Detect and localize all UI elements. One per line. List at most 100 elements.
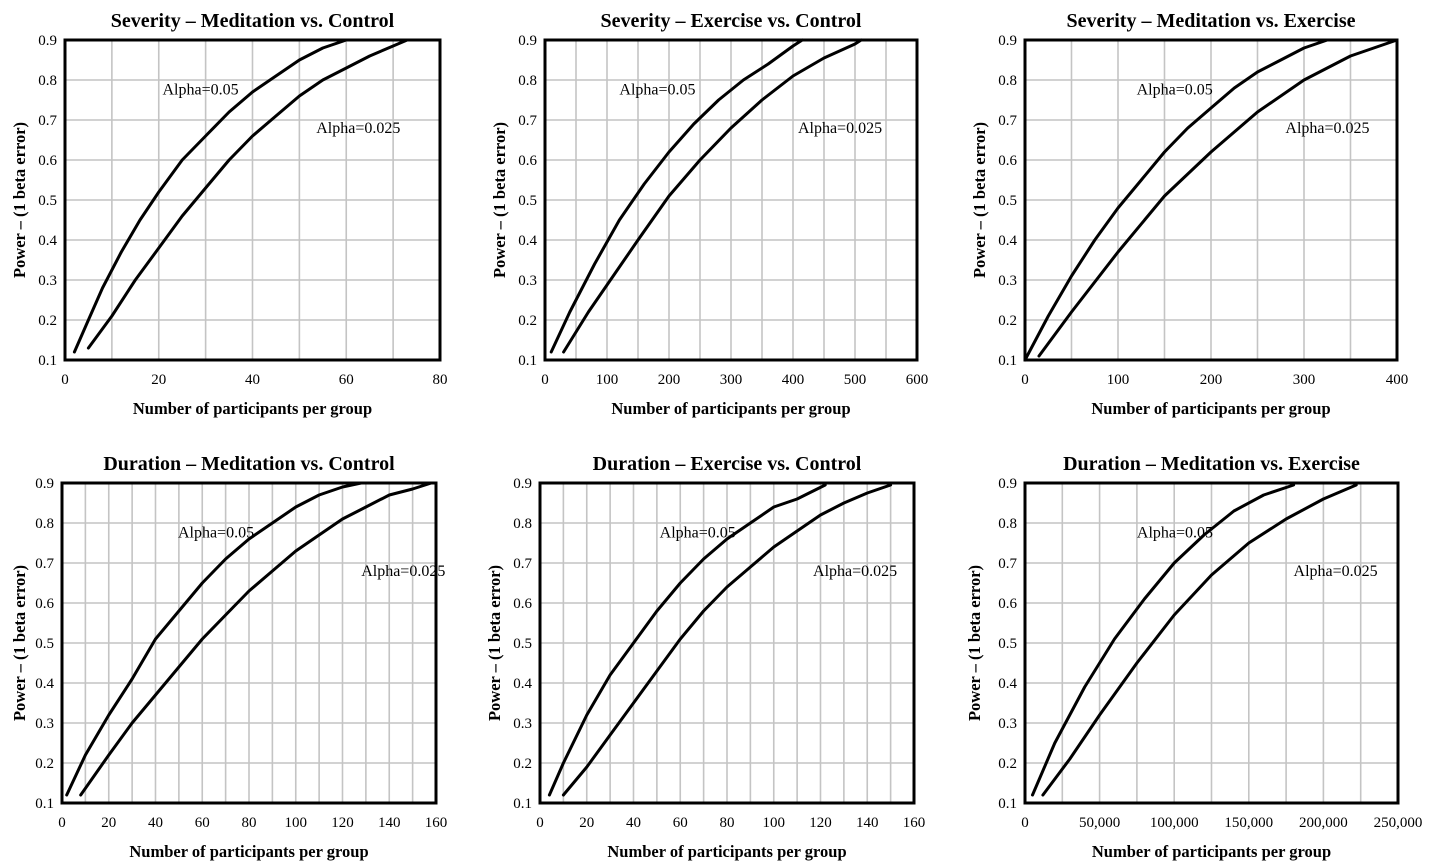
x-tick-label: 400 xyxy=(1386,372,1409,388)
x-axis-title: Number of participants per group xyxy=(133,399,372,418)
x-tick-label: 50,000 xyxy=(1079,815,1120,831)
y-tick-label: 0.9 xyxy=(998,476,1017,492)
y-axis-title: Power – (1 beta error) xyxy=(490,122,509,278)
y-tick-label: 0.9 xyxy=(35,476,54,492)
x-tick-label: 40 xyxy=(245,372,260,388)
y-tick-label: 0.2 xyxy=(513,756,532,772)
y-tick-label: 0.7 xyxy=(998,556,1017,572)
series-line-alpha-0-025 xyxy=(1041,483,1358,797)
x-tick-label: 160 xyxy=(425,815,448,831)
series-label: Alpha=0.05 xyxy=(178,524,254,541)
x-tick-label: 140 xyxy=(856,815,879,831)
plot-frame xyxy=(543,38,919,362)
series-label: Alpha=0.025 xyxy=(1285,120,1369,137)
x-tick-label: 100 xyxy=(596,372,619,388)
x-tick-label: 160 xyxy=(903,815,926,831)
y-tick-label: 0.4 xyxy=(998,676,1017,692)
x-tick-label: 300 xyxy=(720,372,743,388)
chart-panel-4: Duration – Meditation vs. Control 0 20 40 60… xyxy=(10,453,447,861)
y-axis-title: Power – (1 beta error) xyxy=(485,565,504,721)
x-axis-title: Number of participants per group xyxy=(1092,842,1331,861)
x-tick-label: 60 xyxy=(673,815,688,831)
x-tick-label: 100 xyxy=(285,815,308,831)
y-tick-label: 0.2 xyxy=(518,313,537,329)
x-axis-title: Number of participants per group xyxy=(611,399,850,418)
y-tick-label: 0.8 xyxy=(38,73,57,89)
y-tick-label: 0.5 xyxy=(998,636,1017,652)
plot-frame xyxy=(63,38,442,362)
x-tick-label: 500 xyxy=(844,372,867,388)
x-tick-label: 40 xyxy=(148,815,163,831)
y-tick-label: 0.5 xyxy=(35,636,54,652)
y-tick-label: 0.6 xyxy=(998,153,1017,169)
y-tick-label: 0.3 xyxy=(998,716,1017,732)
plot-frame xyxy=(538,481,916,805)
series-line-alpha-0-05 xyxy=(65,481,363,797)
series-label: Alpha=0.05 xyxy=(660,524,736,541)
y-tick-label: 0.1 xyxy=(35,796,54,812)
y-tick-label: 0.3 xyxy=(518,273,537,289)
series-label: Alpha=0.025 xyxy=(316,120,400,137)
x-tick-label: 150,000 xyxy=(1224,815,1273,831)
y-tick-label: 0.1 xyxy=(998,353,1017,369)
y-tick-label: 0.8 xyxy=(513,516,532,532)
x-tick-label: 60 xyxy=(339,372,354,388)
y-tick-label: 0.8 xyxy=(998,73,1017,89)
series-line-alpha-0-05 xyxy=(72,38,348,354)
series-line-alpha-0-025 xyxy=(79,481,433,797)
y-tick-label: 0.2 xyxy=(998,313,1017,329)
y-tick-label: 0.4 xyxy=(35,676,54,692)
chart-title: Severity – Exercise vs. Control xyxy=(601,10,862,32)
y-tick-label: 0.9 xyxy=(518,33,537,49)
series-line-alpha-0-05 xyxy=(1031,483,1296,797)
y-tick-label: 0.5 xyxy=(513,636,532,652)
series-line-alpha-0-05 xyxy=(547,483,827,797)
plot-frame xyxy=(1023,481,1400,805)
x-tick-label: 140 xyxy=(378,815,401,831)
y-tick-label: 0.2 xyxy=(998,756,1017,772)
plot-frame xyxy=(60,481,438,805)
x-tick-label: 0 xyxy=(58,815,66,831)
series-line-alpha-0-025 xyxy=(562,38,863,354)
x-tick-label: 20 xyxy=(101,815,116,831)
y-tick-label: 0.1 xyxy=(513,796,532,812)
x-tick-label: 200 xyxy=(658,372,681,388)
chart-title: Severity – Meditation vs. Control xyxy=(111,10,395,32)
y-tick-label: 0.1 xyxy=(998,796,1017,812)
series-label: Alpha=0.05 xyxy=(619,81,695,98)
x-tick-label: 300 xyxy=(1293,372,1316,388)
x-tick-label: 80 xyxy=(433,372,448,388)
x-tick-label: 400 xyxy=(782,372,805,388)
series-label: Alpha=0.05 xyxy=(1137,81,1213,98)
chart-title: Duration – Meditation vs. Control xyxy=(103,453,395,475)
y-tick-label: 0.1 xyxy=(518,353,537,369)
x-tick-label: 20 xyxy=(151,372,166,388)
y-axis-title: Power – (1 beta error) xyxy=(965,565,984,721)
series-line-alpha-0-025 xyxy=(1037,38,1399,358)
series-line-alpha-0-05 xyxy=(549,38,804,354)
y-tick-label: 0.2 xyxy=(38,313,57,329)
series-label: Alpha=0.025 xyxy=(798,120,882,137)
chart-title: Duration – Exercise vs. Control xyxy=(593,453,862,475)
x-tick-label: 80 xyxy=(242,815,257,831)
y-tick-label: 0.3 xyxy=(513,716,532,732)
x-axis-title: Number of participants per group xyxy=(1091,399,1330,418)
y-tick-label: 0.9 xyxy=(38,33,57,49)
x-tick-label: 40 xyxy=(626,815,641,831)
y-tick-label: 0.4 xyxy=(38,233,57,249)
y-tick-label: 0.3 xyxy=(38,273,57,289)
series-label: Alpha=0.05 xyxy=(1137,524,1213,541)
chart-panel-1: Severity – Meditation vs. Control 0 20 40 60… xyxy=(10,10,448,418)
series-label: Alpha=0.025 xyxy=(1294,563,1378,580)
chart-panel-6: Duration – Meditation vs. Exercise 0 50,00… xyxy=(965,453,1422,861)
x-tick-label: 250,000 xyxy=(1374,815,1423,831)
series-label: Alpha=0.025 xyxy=(813,563,897,580)
y-tick-label: 0.3 xyxy=(35,716,54,732)
y-tick-label: 0.5 xyxy=(518,193,537,209)
x-tick-label: 600 xyxy=(906,372,929,388)
y-tick-label: 0.7 xyxy=(998,113,1017,129)
y-tick-label: 0.6 xyxy=(998,596,1017,612)
x-axis-title: Number of participants per group xyxy=(129,842,368,861)
y-tick-label: 0.6 xyxy=(38,153,57,169)
x-axis-title: Number of participants per group xyxy=(607,842,846,861)
